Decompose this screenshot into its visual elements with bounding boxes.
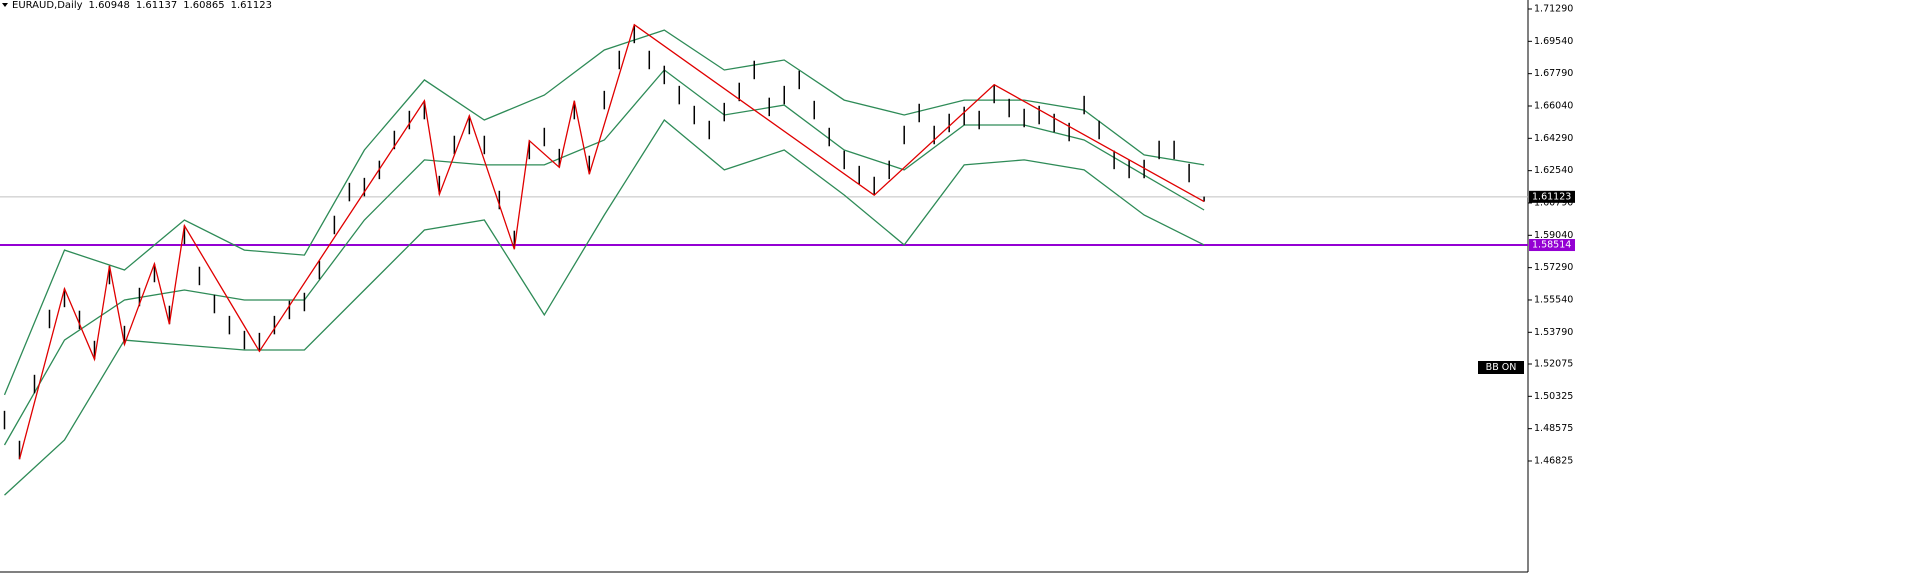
low-value: 1.60865: [183, 0, 224, 11]
y-tick-label: 1.55540: [1534, 294, 1573, 305]
y-tick-label: 1.62540: [1534, 165, 1573, 176]
indicator-box: [1478, 361, 1524, 374]
zigzag: [18, 23, 1205, 460]
y-tick-label: 1.52075: [1534, 358, 1573, 369]
bollinger-lower: [4, 119, 1205, 496]
y-tick-label: 1.60790: [1534, 197, 1573, 208]
y-tick-label: 1.66040: [1534, 100, 1573, 111]
bollinger-middle: [3, 69, 1205, 446]
y-tick-label: 1.46825: [1534, 455, 1573, 466]
price-label: 1.61123: [1532, 191, 1571, 202]
level-label: 1.58514: [1532, 240, 1571, 251]
level-label-box: [1529, 239, 1575, 252]
bollinger-upper: [3, 29, 1205, 396]
y-tick-label: 1.48575: [1534, 423, 1573, 434]
symbol: EURAUD,Daily: [12, 0, 83, 11]
high-value: 1.61137: [136, 0, 177, 11]
y-tick-label: 1.67790: [1534, 68, 1573, 79]
chart-header: EURAUD,Daily 1.60948 1.61137 1.60865 1.61123: [12, 0, 272, 11]
collapse-icon[interactable]: [2, 3, 8, 7]
open-value: 1.60948: [89, 0, 130, 11]
y-tick-label: 1.59040: [1534, 230, 1573, 241]
y-tick-label: 1.64290: [1534, 133, 1573, 144]
y-tick-label: 1.53790: [1534, 327, 1573, 338]
price-label-box: [1529, 190, 1575, 203]
y-tick-label: 1.71290: [1534, 3, 1573, 14]
close-value: 1.61123: [231, 0, 272, 11]
indicator-label: BB ON: [1486, 362, 1517, 373]
y-tick-label: 1.50325: [1534, 391, 1573, 402]
y-tick-label: 1.57290: [1534, 262, 1573, 273]
y-tick-label: 1.69540: [1534, 36, 1573, 47]
